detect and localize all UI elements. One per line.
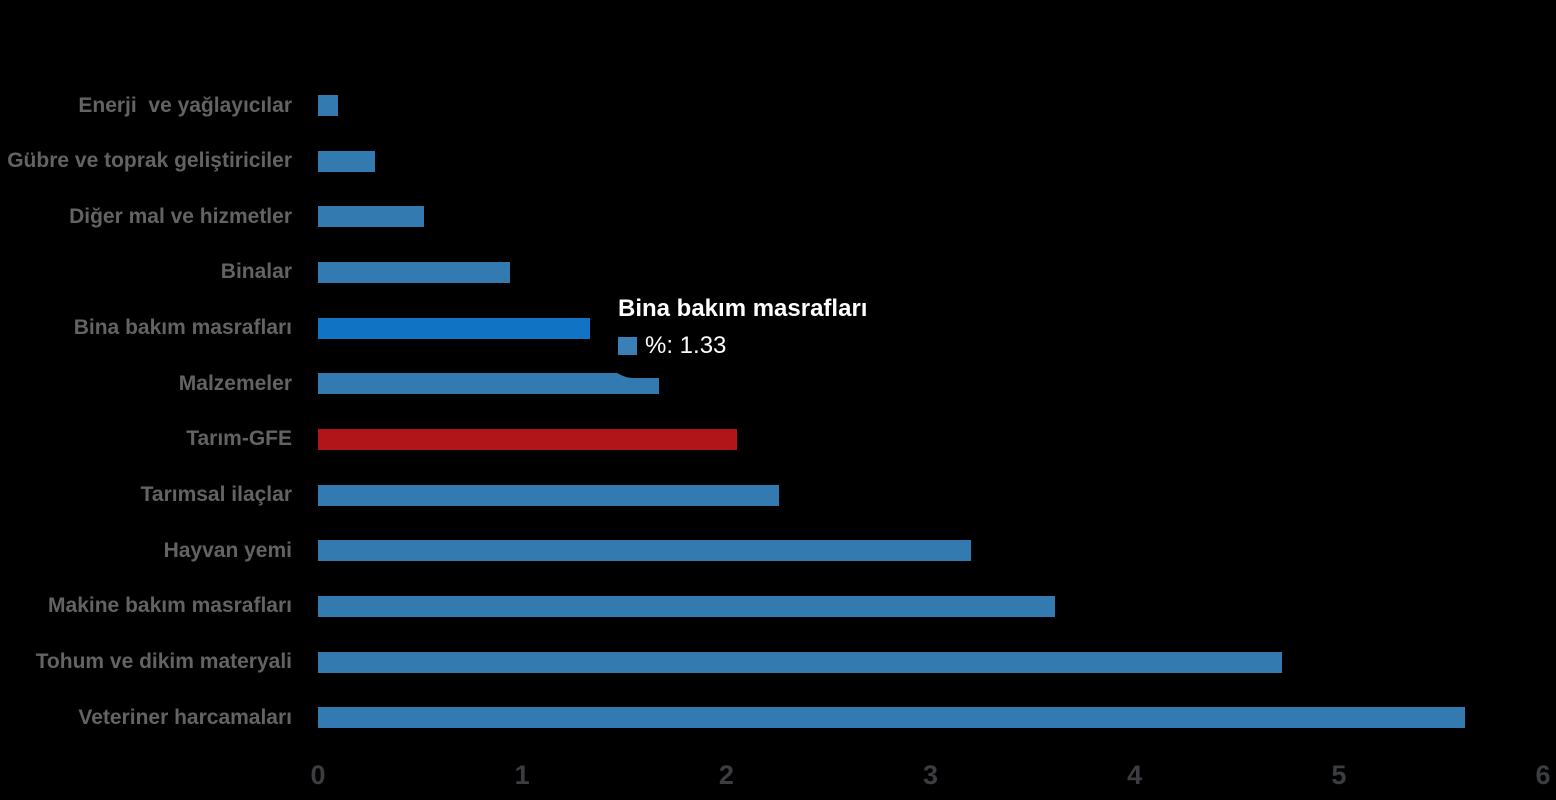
bar[interactable]: [318, 95, 339, 116]
tooltip-title: Bina bakım masrafları: [618, 295, 868, 322]
x-tick-label: 5: [1331, 760, 1347, 790]
x-tick-label: 0: [310, 760, 326, 790]
tooltip-value-row: %: 1.33: [618, 333, 886, 359]
category-label: Hayvan yemi: [163, 538, 292, 562]
x-tick-label: 4: [1127, 760, 1143, 790]
bar[interactable]: [318, 206, 425, 228]
series-marker-icon: [618, 337, 637, 355]
tooltip: Bina bakım masrafları %: 1.33: [604, 287, 900, 378]
bar[interactable]: [318, 651, 1282, 673]
category-label: Malzemeler: [178, 371, 292, 395]
category-label: Makine bakım masrafları: [48, 594, 292, 618]
bar[interactable]: [318, 261, 510, 283]
category-label: Diğer mal ve hizmetler: [69, 204, 292, 228]
category-label: Tarımsal ilaçlar: [140, 483, 292, 507]
category-label: Gübre ve toprak geliştiriciler: [7, 149, 292, 173]
bar[interactable]: [318, 540, 972, 562]
x-tick-label: 2: [718, 760, 734, 790]
bar[interactable]: [318, 428, 737, 450]
tooltip-value: %: 1.33: [645, 332, 727, 359]
bar[interactable]: [318, 707, 1466, 729]
category-label: Tohum ve dikim materyali: [35, 650, 292, 674]
bar[interactable]: [318, 150, 376, 172]
category-label: Binalar: [220, 260, 292, 284]
bar[interactable]: [318, 484, 780, 506]
x-tick-label: 3: [922, 760, 939, 790]
category-label: Bina bakım masrafları: [73, 316, 292, 340]
category-label: Tarım-GFE: [186, 427, 292, 451]
category-label: Veteriner harcamaları: [78, 705, 292, 729]
bar[interactable]: [318, 317, 590, 339]
bar[interactable]: [318, 373, 659, 395]
category-label: Enerji ve yağlayıcılar: [78, 93, 292, 117]
x-tick-label: 6: [1535, 760, 1551, 790]
x-tick-label: 1: [514, 760, 530, 790]
bar[interactable]: [318, 595, 1056, 617]
